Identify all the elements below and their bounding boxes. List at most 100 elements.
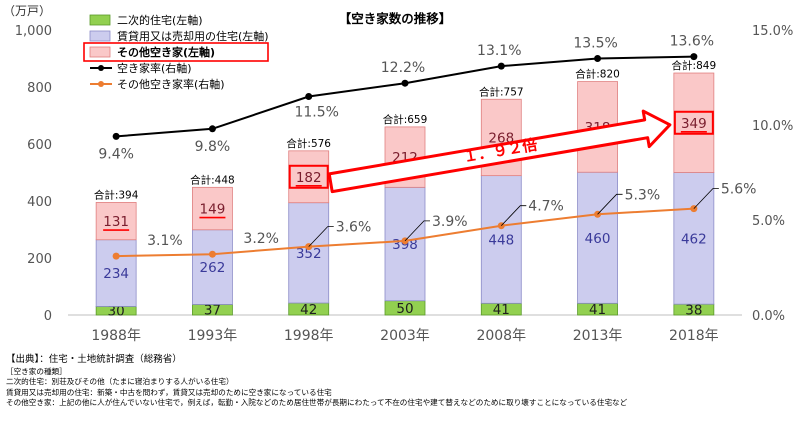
legend-highlight <box>83 42 269 62</box>
bar-value-label: 262 <box>200 260 226 276</box>
y2-tick-label: 5.0% <box>752 214 785 229</box>
bar-segment <box>192 186 233 231</box>
note-line-2: 賃貸用又は売却用の住宅：新築・中古を問わず，賃貸又は売却のために空き家になってい… <box>6 387 332 397</box>
total-label: 合計:448 <box>190 173 235 186</box>
y-tick-label: 400 <box>27 195 52 210</box>
bar-value-label: 349 <box>681 116 707 132</box>
right-axis-ticks: 0.0% 5.0% 10.0% 15.0% <box>752 24 793 324</box>
rate-label: 3.1% <box>147 233 183 249</box>
bar-value-label: 149 <box>200 202 226 218</box>
category-label: 1998年 <box>284 328 334 344</box>
series-point <box>305 93 313 100</box>
label-leader <box>597 193 623 215</box>
series-point <box>112 252 120 260</box>
legend-label: その他空き家(左軸) <box>117 45 215 59</box>
rate-label: 3.2% <box>243 231 279 247</box>
left-axis-ticks: 0 200 400 600 800 1,000 <box>15 24 52 324</box>
bar-value-label: 42 <box>300 302 317 318</box>
bar-value-label: 41 <box>589 302 606 318</box>
rate-label: 12.2% <box>381 60 425 76</box>
bar-value-label: 182 <box>296 170 322 186</box>
bar-value-label: 30 <box>108 304 125 320</box>
bar-value-label: 460 <box>585 231 611 247</box>
series-point <box>497 62 505 70</box>
rate-label: 5.3% <box>625 187 661 203</box>
rate-label: 3.9% <box>432 214 468 230</box>
category-axis: 1988年 1993年 1998年 2003年 2008年 2013年 2018年 <box>91 328 718 344</box>
total-label: 合計:659 <box>383 113 428 126</box>
label-leader <box>500 205 527 226</box>
footnotes: 【出典】：住宅・土地統計調査（総務省） ［空き家の種類］ 二次的住宅：別荘及びそ… <box>6 353 806 409</box>
category-label: 2008年 <box>476 328 526 344</box>
bar-segment <box>95 239 137 307</box>
series-point <box>594 55 602 62</box>
category-label: 1988年 <box>91 328 141 344</box>
category-label: 2018年 <box>669 328 719 344</box>
rate-label: 13.6% <box>670 34 714 50</box>
legend-label: 二次的住宅(左軸) <box>117 13 203 27</box>
bar-value-label: 234 <box>103 266 129 282</box>
source-note: 【出典】：住宅・土地統計調査（総務省） <box>6 354 182 365</box>
y2-tick-label: 15.0% <box>752 24 793 39</box>
legend-label: 空き家率(右軸) <box>117 61 192 75</box>
rate-label: 4.7% <box>528 199 564 215</box>
bar-value-label: 38 <box>685 303 702 319</box>
legend-marker <box>98 81 104 87</box>
bar-segment <box>480 175 522 304</box>
series-point <box>401 79 409 87</box>
y2-tick-label: 0.0% <box>752 309 785 324</box>
bar-segment <box>288 150 330 204</box>
growth-arrow <box>327 109 672 194</box>
bar-value-label: 37 <box>204 303 221 319</box>
bar-value-label: 352 <box>296 246 322 262</box>
y2-tick-label: 10.0% <box>752 119 793 134</box>
legend-swatch <box>89 14 111 26</box>
y-tick-label: 600 <box>27 138 52 153</box>
chart-title: 【空き家数の推移】 <box>339 11 452 26</box>
rate-label: 5.6% <box>721 182 757 198</box>
series-point <box>690 53 698 61</box>
legend: 二次的住宅(左軸) 賃貸用又は売却用の住宅(左軸) その他空き家(左軸) 空き家率(右… <box>83 13 269 91</box>
label-leader <box>693 188 719 209</box>
y-tick-label: 800 <box>27 81 52 96</box>
rate-label: 3.6% <box>336 220 372 236</box>
bar-segment <box>577 171 618 304</box>
category-label: 2003年 <box>380 328 430 344</box>
rate-label: 9.8% <box>195 139 231 155</box>
highlight-box <box>673 110 714 135</box>
legend-swatch <box>89 46 111 58</box>
bar-value-label: 448 <box>488 232 514 248</box>
rate-label: 9.4% <box>98 146 134 162</box>
series-point <box>208 125 216 133</box>
note-line-1: 二次的住宅：別荘及びその他（たまに寝泊まりする人がいる住宅） <box>6 377 234 387</box>
bar-segment <box>95 202 137 241</box>
line-layer: 9.4% 9.8% 11.5% 12.2% 13.1% 13.5% 13.6% 3.1% 3.2… <box>98 34 756 260</box>
highlight-box <box>288 164 329 189</box>
bar-segment <box>288 202 330 304</box>
notes-heading: ［空き家の種類］ <box>6 367 67 376</box>
bar-value-label: 462 <box>681 231 707 247</box>
legend-label: 賃貸用又は売却用の住宅(左軸) <box>117 29 269 43</box>
note-line-3: その他空き家：上記の他に人が住んでいない住宅で，例えば，転勤・入院などのため居住… <box>6 398 628 408</box>
bar-value-label: 131 <box>103 214 129 230</box>
label-leader <box>404 220 430 242</box>
total-label: 合計:820 <box>575 68 620 81</box>
category-label: 1993年 <box>188 328 238 344</box>
y-tick-label: 200 <box>27 252 52 267</box>
total-label: 合計:849 <box>672 59 717 72</box>
total-label: 合計:757 <box>479 85 524 98</box>
label-leader <box>308 226 334 247</box>
rate-label: 13.5% <box>573 36 617 52</box>
rate-label: 11.5% <box>294 105 338 121</box>
series-point <box>208 250 216 258</box>
total-label: 合計:394 <box>94 188 139 201</box>
bar-value-label: 41 <box>493 302 510 318</box>
rate-label: 13.1% <box>477 43 521 59</box>
vacant-houses-chart: 【空き家数の推移】 （万戸） 0 200 400 600 800 1,000 0.0% 5.… <box>3 4 793 344</box>
bar-value-label: 50 <box>396 301 413 317</box>
y-tick-label: 0 <box>44 309 52 324</box>
category-label: 2013年 <box>573 328 623 344</box>
legend-marker <box>98 65 104 71</box>
legend-label: その他空き家率(右軸) <box>117 77 225 91</box>
y-tick-label: 1,000 <box>15 24 52 39</box>
